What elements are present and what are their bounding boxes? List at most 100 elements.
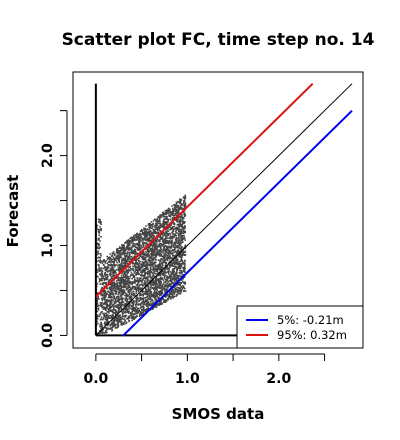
scatter-point bbox=[128, 242, 130, 245]
scatter-point bbox=[171, 257, 173, 259]
scatter-point bbox=[173, 246, 175, 248]
scatter-point bbox=[113, 284, 116, 286]
scatter-point bbox=[158, 251, 161, 254]
scatter-point bbox=[129, 256, 131, 259]
scatter-point bbox=[159, 230, 161, 233]
scatter-point bbox=[135, 284, 138, 286]
scatter-point bbox=[128, 290, 131, 292]
scatter-point bbox=[177, 225, 180, 227]
scatter-point bbox=[177, 289, 179, 291]
scatter-point bbox=[161, 286, 163, 288]
scatter-point bbox=[118, 302, 121, 304]
scatter-point bbox=[155, 223, 158, 226]
scatter-point bbox=[125, 254, 128, 257]
scatter-point bbox=[140, 302, 142, 305]
scatter-point bbox=[157, 263, 160, 266]
scatter-point bbox=[147, 254, 150, 256]
scatter-point bbox=[110, 290, 112, 293]
scatter-point bbox=[167, 248, 169, 251]
scatter-point bbox=[158, 282, 161, 285]
scatter-point bbox=[119, 256, 122, 258]
scatter-point bbox=[106, 262, 109, 265]
scatter-point bbox=[127, 301, 130, 304]
scatter-point bbox=[126, 308, 129, 310]
scatter-point bbox=[174, 275, 176, 278]
scatter-point bbox=[147, 282, 149, 284]
scatter-point bbox=[101, 301, 103, 304]
scatter-point bbox=[136, 236, 138, 239]
scatter-point bbox=[140, 311, 143, 314]
scatter-point bbox=[103, 293, 105, 296]
scatter-point bbox=[142, 295, 145, 297]
scatter-point bbox=[180, 257, 183, 260]
scatter-point bbox=[171, 253, 173, 255]
scatter-point bbox=[178, 266, 181, 269]
scatter-point bbox=[106, 266, 109, 268]
scatter-point bbox=[106, 327, 108, 330]
scatter-point bbox=[150, 285, 153, 287]
scatter-point bbox=[106, 331, 108, 334]
scatter-point bbox=[148, 237, 151, 240]
scatter-point bbox=[111, 275, 114, 278]
scatter-point bbox=[167, 227, 169, 230]
scatter-point bbox=[111, 261, 114, 264]
scatter-point bbox=[148, 231, 150, 233]
scatter-point bbox=[156, 246, 158, 249]
scatter-point bbox=[137, 279, 140, 282]
scatter-point bbox=[160, 248, 162, 251]
scatter-point bbox=[126, 257, 129, 259]
scatter-point bbox=[168, 294, 171, 297]
scatter-point bbox=[144, 299, 147, 301]
scatter-point bbox=[162, 222, 165, 225]
scatter-point bbox=[125, 293, 128, 295]
scatter-point bbox=[147, 224, 150, 226]
scatter-point bbox=[116, 303, 119, 306]
scatter-point bbox=[167, 287, 169, 289]
scatter-point bbox=[178, 255, 181, 258]
scatter-point bbox=[164, 242, 166, 244]
scatter-point bbox=[152, 225, 154, 228]
scatter-point bbox=[163, 218, 165, 221]
scatter-point bbox=[121, 244, 123, 246]
scatter-point bbox=[181, 214, 183, 216]
scatter-point bbox=[164, 295, 166, 298]
scatter-point bbox=[172, 265, 174, 267]
scatter-point bbox=[130, 312, 132, 315]
scatter-point bbox=[179, 232, 182, 234]
scatter-point bbox=[163, 254, 165, 256]
scatter-point bbox=[153, 294, 155, 297]
scatter-point bbox=[150, 255, 153, 257]
scatter-point bbox=[168, 293, 171, 295]
scatter-point bbox=[128, 255, 131, 258]
scatter-point bbox=[130, 251, 133, 253]
scatter-point bbox=[140, 266, 142, 269]
scatter-point bbox=[128, 244, 131, 247]
scatter-point bbox=[143, 238, 146, 240]
scatter-point bbox=[183, 204, 185, 207]
scatter-point bbox=[140, 306, 143, 309]
scatter-point bbox=[145, 305, 148, 307]
scatter-point bbox=[114, 302, 116, 304]
scatter-point bbox=[162, 248, 165, 251]
scatter-point bbox=[182, 252, 184, 255]
scatter-point bbox=[183, 268, 186, 270]
scatter-point bbox=[125, 303, 128, 306]
scatter-point bbox=[182, 230, 185, 232]
scatter-point bbox=[123, 282, 126, 285]
scatter-point bbox=[184, 251, 187, 253]
scatter-point bbox=[118, 263, 121, 266]
scatter-point bbox=[114, 312, 117, 314]
scatter-point bbox=[135, 279, 138, 282]
scatter-point bbox=[123, 248, 125, 251]
scatter-point bbox=[121, 264, 123, 267]
scatter-point bbox=[146, 296, 148, 298]
scatter-point bbox=[168, 267, 171, 269]
scatter-point bbox=[121, 300, 123, 303]
scatter-point bbox=[158, 263, 161, 265]
scatter-point bbox=[111, 271, 114, 274]
scatter-point bbox=[132, 282, 135, 284]
scatter-point bbox=[177, 262, 180, 265]
scatter-point bbox=[151, 252, 153, 254]
scatter-point bbox=[110, 258, 112, 260]
scatter-point bbox=[156, 238, 159, 241]
